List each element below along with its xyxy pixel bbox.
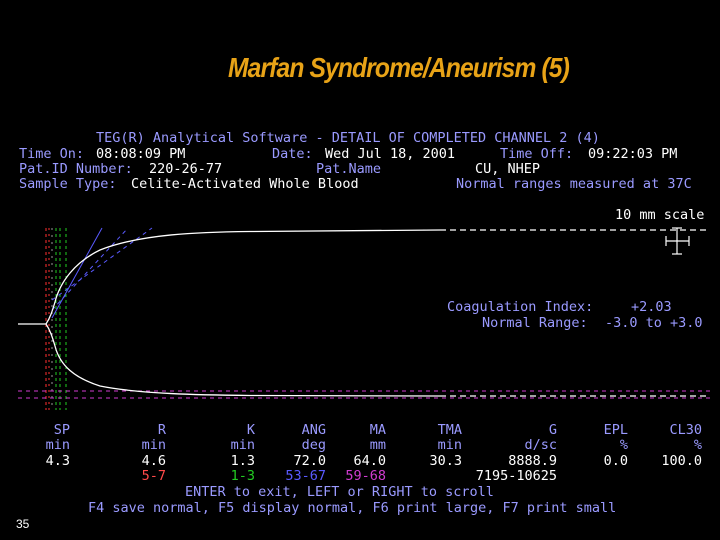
normal-ranges-note: Normal ranges measured at 37C: [456, 176, 692, 192]
param-ang-name: ANG: [301, 422, 326, 438]
time-off-value: 09:22:03 PM: [588, 146, 678, 162]
param-r-normal: 5-7: [141, 468, 166, 484]
coag-index-label: Coagulation Index:: [447, 299, 594, 315]
angle-normal-line-1: [51, 227, 129, 311]
param-ma-normal: 59-68: [345, 468, 386, 484]
param-r-name: R: [157, 422, 166, 438]
pat-name-label: Pat.Name: [316, 161, 382, 177]
angle-line-actual: [51, 227, 103, 319]
param-epl-value: 0.0: [603, 453, 628, 469]
param-k-normal: 1-3: [230, 468, 255, 484]
scale-cross-icon: [665, 227, 690, 255]
time-off-label: Time Off:: [500, 146, 574, 162]
upper-trace: [45, 229, 441, 325]
coag-index-value: +2.03: [631, 299, 672, 315]
param-ang-unit: deg: [301, 437, 326, 453]
param-ang-normal: 53-67: [285, 468, 326, 484]
param-ma-unit: mm: [369, 437, 386, 453]
pat-id-value: 220-26-77: [149, 161, 223, 177]
slide-number: 35: [16, 517, 30, 531]
param-ma-name: MA: [369, 422, 386, 438]
footer-line-2: F4 save normal, F5 display normal, F6 pr…: [88, 500, 617, 516]
date-label: Date:: [272, 146, 313, 162]
param-cl30-name: CL30: [669, 422, 702, 438]
normal-range-value: -3.0 to +3.0: [605, 315, 703, 331]
slide-title: Marfan Syndrome/Aneurism (5): [228, 52, 570, 83]
param-r-unit: min: [141, 437, 166, 453]
param-epl-name: EPL: [603, 422, 628, 438]
param-k-value: 1.3: [230, 453, 255, 469]
normal-range-label: Normal Range:: [482, 315, 588, 331]
software-line: TEG(R) Analytical Software - DETAIL OF C…: [96, 130, 600, 146]
scale-label: 10 mm scale: [615, 207, 705, 223]
param-r-value: 4.6: [141, 453, 166, 469]
param-epl-unit: %: [619, 437, 628, 453]
param-ma-value: 64.0: [353, 453, 386, 469]
param-sp-unit: min: [45, 437, 70, 453]
footer-line-1: ENTER to exit, LEFT or RIGHT to scroll: [185, 484, 494, 500]
param-g-normal: 7195-10625: [475, 468, 557, 484]
param-ang-value: 72.0: [293, 453, 326, 469]
param-sp-name: SP: [53, 422, 70, 438]
time-on-label: Time On:: [19, 146, 85, 162]
param-g-value: 8888.9: [508, 453, 557, 469]
param-tma-value: 30.3: [429, 453, 462, 469]
sample-type-value: Celite-Activated Whole Blood: [131, 176, 359, 192]
date-value: Wed Jul 18, 2001: [325, 146, 456, 162]
pat-id-label: Pat.ID Number:: [19, 161, 133, 177]
param-k-name: K: [246, 422, 255, 438]
param-cl30-unit: %: [693, 437, 702, 453]
param-k-unit: min: [230, 437, 255, 453]
param-cl30-value: 100.0: [661, 453, 702, 469]
lower-trace: [45, 323, 441, 397]
pat-name-value: CU, NHEP: [475, 161, 541, 177]
angle-normal-line-2: [51, 227, 153, 301]
sample-type-label: Sample Type:: [19, 176, 117, 192]
param-sp-value: 4.3: [45, 453, 70, 469]
param-tma-unit: min: [437, 437, 462, 453]
param-tma-name: TMA: [437, 422, 462, 438]
time-on-value: 08:08:09 PM: [96, 146, 186, 162]
param-g-name: G: [548, 422, 557, 438]
param-g-unit: d/sc: [524, 437, 557, 453]
